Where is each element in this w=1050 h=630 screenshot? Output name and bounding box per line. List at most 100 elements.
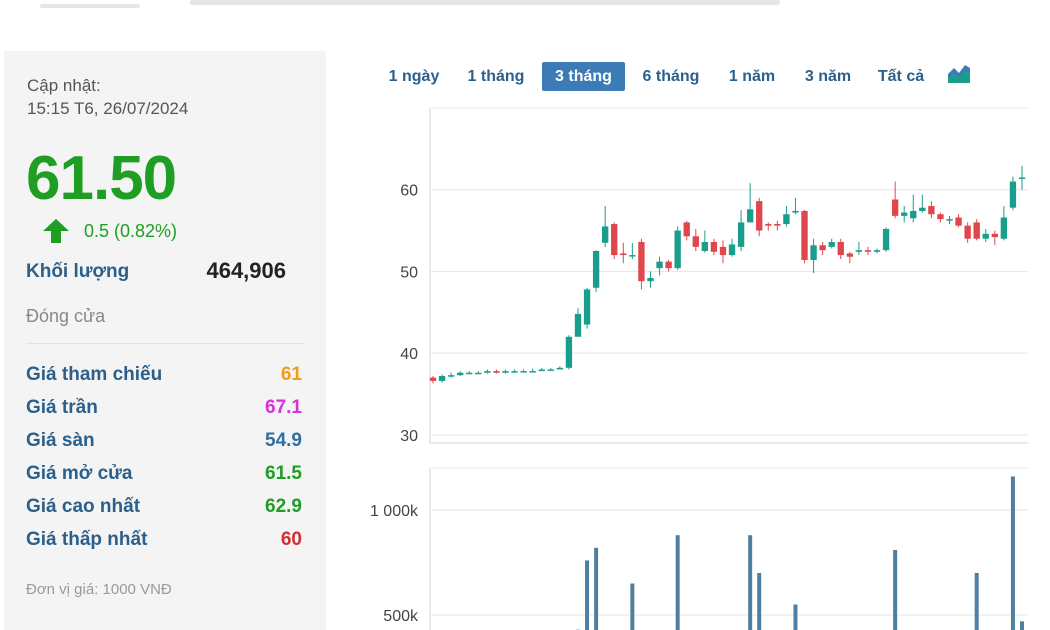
candle bbox=[855, 242, 863, 256]
candle bbox=[937, 212, 944, 223]
candle bbox=[982, 228, 989, 242]
candle bbox=[901, 206, 908, 223]
candle bbox=[710, 238, 718, 256]
divider bbox=[26, 343, 304, 344]
current-price: 61.50 bbox=[26, 144, 177, 213]
candle bbox=[837, 238, 844, 260]
price-tick-label: 60 bbox=[400, 183, 418, 200]
tab-3-months[interactable]: 3 tháng bbox=[542, 62, 625, 91]
top-placeholder-bar bbox=[40, 4, 140, 8]
candle bbox=[765, 222, 772, 231]
candle bbox=[592, 250, 600, 292]
candle bbox=[991, 230, 998, 246]
stat-label: Giá mở cửa bbox=[26, 463, 133, 484]
price-pane-frame bbox=[429, 107, 1028, 444]
arrow-up-icon bbox=[43, 219, 69, 243]
top-placeholder-bar bbox=[190, 0, 780, 5]
volume-bar bbox=[594, 547, 599, 630]
candle bbox=[882, 227, 890, 252]
candle bbox=[692, 228, 699, 251]
stat-label: Giá cao nhất bbox=[26, 496, 141, 517]
candle bbox=[756, 197, 763, 237]
volume-tick-label: 1 000k bbox=[370, 503, 419, 520]
candle bbox=[647, 271, 654, 288]
stat-label: Giá sàn bbox=[26, 430, 95, 451]
candle bbox=[891, 181, 899, 219]
stat-floor: Giá sàn 54.9 bbox=[26, 430, 302, 456]
update-time: 15:15 T6, 26/07/2024 bbox=[27, 99, 189, 118]
stat-value: 60 bbox=[280, 529, 302, 550]
candle bbox=[556, 366, 564, 370]
candle bbox=[583, 287, 591, 329]
candle bbox=[810, 238, 817, 274]
candle bbox=[447, 372, 455, 378]
candle bbox=[910, 194, 917, 223]
candle bbox=[511, 369, 518, 373]
candle bbox=[502, 369, 509, 374]
candle bbox=[728, 238, 736, 257]
candle bbox=[475, 371, 482, 375]
candle bbox=[457, 371, 464, 376]
candle bbox=[438, 374, 446, 383]
candle bbox=[864, 246, 872, 256]
tab-1-month[interactable]: 1 tháng bbox=[467, 68, 525, 85]
volume-label: Khối lượng bbox=[26, 261, 130, 282]
candle bbox=[656, 256, 663, 276]
candle bbox=[1018, 166, 1026, 190]
candle bbox=[955, 214, 962, 228]
stat-value: 62.9 bbox=[265, 496, 302, 517]
volume-bar bbox=[675, 535, 680, 630]
tab-1-year[interactable]: 1 năm bbox=[728, 68, 776, 85]
candle bbox=[484, 369, 491, 374]
update-label: Cập nhật: bbox=[27, 76, 101, 95]
candle bbox=[574, 308, 582, 337]
candle bbox=[746, 183, 754, 223]
volume-bar bbox=[630, 583, 635, 630]
stat-label: Giá thấp nhất bbox=[26, 529, 148, 550]
volume-bar bbox=[748, 535, 753, 630]
stat-reference: Giá tham chiếu 61 bbox=[26, 364, 302, 390]
candle bbox=[638, 238, 645, 290]
tab-3-years[interactable]: 3 năm bbox=[804, 68, 852, 85]
area-chart-icon[interactable] bbox=[947, 62, 971, 84]
price-tick-label: 30 bbox=[400, 428, 418, 445]
candle bbox=[919, 194, 926, 213]
candle bbox=[529, 368, 536, 373]
candle bbox=[737, 210, 745, 251]
stat-value: 67.1 bbox=[265, 397, 302, 418]
candle bbox=[701, 230, 709, 253]
price-change-row: 0.5 (0.82%) bbox=[42, 218, 177, 244]
candle bbox=[973, 219, 980, 241]
volume-tick-label: 500k bbox=[383, 608, 419, 625]
tab-all[interactable]: Tất cả bbox=[877, 68, 925, 85]
candle bbox=[719, 240, 727, 264]
candle bbox=[873, 248, 881, 254]
volume-bar bbox=[1020, 621, 1024, 630]
stat-low: Giá thấp nhất 60 bbox=[26, 529, 302, 555]
candle bbox=[783, 206, 790, 227]
candle bbox=[601, 206, 609, 247]
top-strip bbox=[0, 0, 1050, 14]
volume-bar bbox=[893, 549, 898, 630]
volume-bar bbox=[1010, 476, 1015, 630]
candle bbox=[1009, 176, 1017, 211]
candle bbox=[801, 210, 808, 264]
candle bbox=[1000, 206, 1008, 241]
candle bbox=[429, 376, 437, 384]
session-status: Đóng cửa bbox=[26, 306, 106, 326]
candle bbox=[520, 369, 527, 373]
volume-bar bbox=[793, 604, 798, 630]
candle bbox=[683, 220, 690, 241]
candle bbox=[629, 242, 636, 260]
candle bbox=[846, 251, 854, 264]
tab-1-day[interactable]: 1 ngày bbox=[388, 68, 440, 85]
volume-value: 464,906 bbox=[206, 258, 286, 283]
tab-6-months[interactable]: 6 tháng bbox=[642, 68, 700, 85]
quote-panel: Cập nhật: 15:15 T6, 26/07/2024 61.50 0.5… bbox=[4, 51, 326, 630]
stat-open: Giá mở cửa 61.5 bbox=[26, 463, 302, 489]
volume-bar bbox=[974, 573, 979, 630]
candle bbox=[620, 242, 627, 264]
candle bbox=[466, 371, 473, 375]
candle bbox=[665, 259, 672, 272]
